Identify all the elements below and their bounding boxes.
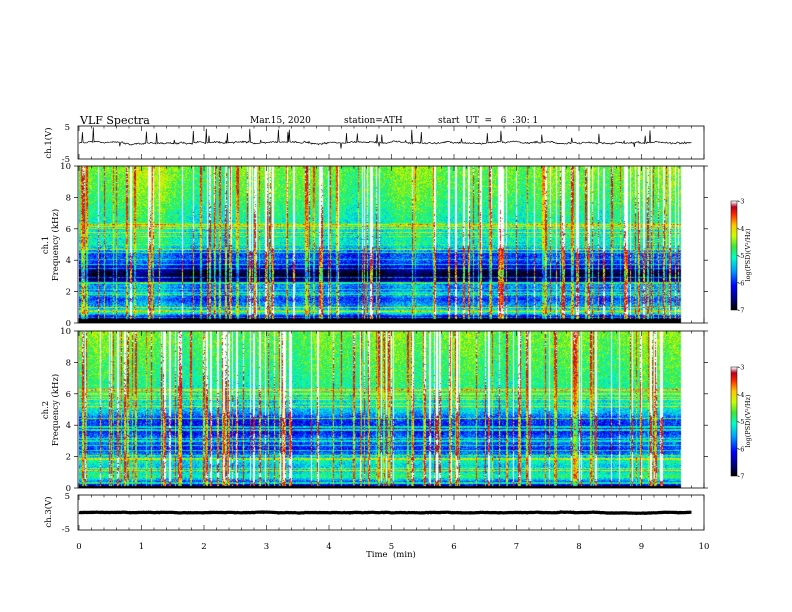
ch3-voltage-frame (77, 494, 705, 531)
ch2-freq-ytick-label: 0 (66, 484, 71, 494)
ch1-freq-ytick-label: 10 (60, 162, 71, 172)
ch1-voltage-ylabel: ch.1(V) (43, 127, 54, 158)
ch2-colorbar: -3 -4 -5 -6 -7 log(PSD)(V²/Hz) (730, 364, 752, 481)
ch1-voltage-panel: 5 -5 ch.1(V) (43, 123, 705, 165)
figure-title: VLF Spectra (79, 114, 150, 127)
ch3-voltage-ylabel: ch.3(V) (43, 496, 54, 527)
ch1-spectrogram-ylabel-ch: ch.1 (41, 236, 51, 254)
ch2-colorbar-tick-label: -3 (738, 364, 744, 372)
ch1-freq-ytick-label: 6 (66, 225, 71, 235)
ch1-spectrogram-area (79, 166, 693, 323)
time-tick-label: 8 (576, 542, 581, 552)
ch1-freq-ytick-label: 8 (66, 193, 71, 203)
time-tick-label: 1 (139, 542, 144, 552)
ch2-colorbar-tick-label: -5 (738, 418, 744, 426)
time-tick-label: 10 (699, 542, 710, 552)
ch3-ytick-bottom: -5 (62, 525, 70, 535)
time-tick-label: 0 (76, 542, 81, 552)
header-date: Mar.15, 2020 (250, 116, 311, 126)
time-axis-label: Time (min) (366, 549, 416, 560)
ch1-colorbar-label: log(PSD)(V²/Hz) (744, 228, 752, 281)
ch2-colorbar-gradient (731, 367, 737, 476)
time-tick-label: 5 (389, 542, 394, 552)
time-tick-label: 6 (451, 542, 456, 552)
ch3-ytick-top: 5 (65, 492, 70, 502)
ch2-colorbar-label: log(PSD)(V²/Hz) (744, 394, 752, 447)
header-station: station=ATH (344, 116, 403, 126)
time-tick-label: 2 (201, 542, 206, 552)
ch1-voltage-trace (78, 127, 692, 149)
ch1-freq-ytick-label: 2 (66, 288, 71, 298)
time-axis: 0 1 2 3 4 5 6 7 8 9 10 (76, 126, 709, 552)
ch1-ytick-top: 5 (65, 123, 70, 133)
ch2-spectrogram-area (79, 331, 693, 488)
ch1-colorbar-tick-label: -3 (738, 198, 744, 206)
ch1-colorbar: -3 -4 -5 -6 -7 log(PSD)(V²/Hz) (730, 198, 752, 315)
ch1-spectrogram-panel: 0 2 4 6 8 10 ch.1 Frequency (kHz) (41, 162, 708, 329)
ch1-spectrogram-ylabel-freq: Frequency (kHz) (50, 209, 61, 281)
ch2-spectrogram-ylabel-freq: Frequency (kHz) (50, 374, 61, 446)
ch1-colorbar-tick-label: -5 (738, 252, 744, 260)
ch2-freq-ytick-label: 2 (66, 453, 71, 463)
ch3-voltage-panel: 5 -5 ch.3(V) (43, 492, 705, 535)
ch2-spectrogram-heatmap (79, 331, 693, 488)
ch1-freq-ytick-label: 0 (66, 319, 71, 329)
ch2-spectrogram-ylabel-ch: ch.2 (41, 401, 51, 419)
ch3-voltage-trace (78, 510, 692, 516)
ch2-colorbar-tick-label: -6 (738, 445, 744, 453)
time-tick-label: 9 (639, 542, 644, 552)
ch1-spectrogram-frame (77, 165, 705, 324)
ch1-ytick-bottom: -5 (62, 155, 70, 165)
ch1-colorbar-tick-label: -6 (738, 279, 744, 287)
time-tick-label: 4 (326, 542, 331, 552)
ch2-spectrogram-frame (77, 330, 705, 489)
ch2-colorbar-tick-label: -7 (738, 473, 744, 481)
ch1-colorbar-tick-label: -7 (738, 307, 744, 315)
ch1-voltage-frame (77, 125, 705, 160)
time-tick-label: 7 (514, 542, 519, 552)
ch2-freq-ytick-label: 6 (66, 390, 71, 400)
ch2-colorbar-tick-label: -4 (738, 391, 744, 399)
ch2-spectrogram-panel: 0 2 4 6 8 10 ch.2 Frequency (kHz) (41, 327, 708, 494)
ch2-freq-ytick-label: 10 (60, 327, 71, 337)
ch2-freq-ytick-label: 4 (66, 421, 71, 431)
header-start-ut: start UT = 6 :30: 1 (438, 116, 538, 126)
ch1-colorbar-tick-label: -4 (738, 225, 744, 233)
ch2-freq-ytick-label: 8 (66, 358, 71, 368)
ch1-freq-ytick-label: 4 (66, 256, 71, 266)
ch1-colorbar-gradient (731, 201, 737, 310)
time-tick-label: 3 (264, 542, 269, 552)
ch1-spectrogram-heatmap (79, 166, 693, 323)
